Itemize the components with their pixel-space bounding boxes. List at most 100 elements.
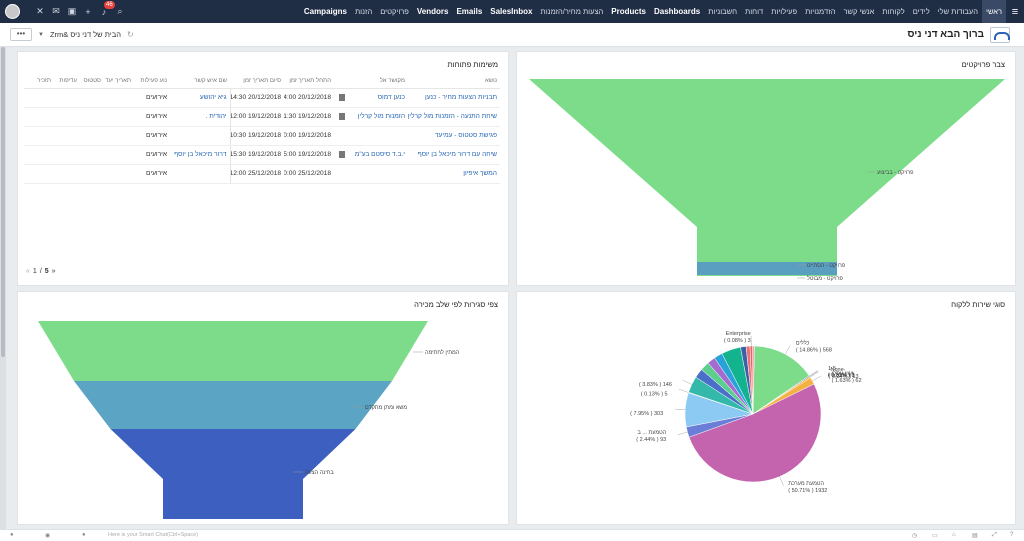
bell-icon[interactable]: ⌂ (952, 532, 956, 538)
nav-tab[interactable]: ראשי (982, 0, 1006, 23)
funnel-label: פרויקט - בביצוע (877, 170, 914, 176)
channels-icon[interactable]: ◉ (45, 533, 51, 539)
cell-subject[interactable]: המשך איפיון (408, 164, 500, 184)
pie-value-label: ( 0.03% ) 1 (828, 373, 855, 379)
column-header[interactable]: תאריך יעד (104, 74, 134, 89)
nav-tab[interactable]: Products (611, 7, 646, 16)
more-button[interactable]: ••• (10, 28, 32, 41)
nav-tab[interactable]: הזדמנויות (805, 7, 836, 16)
scrollbar-thumb[interactable] (1, 47, 5, 357)
cell-subject[interactable]: שיחה עם דרור מיכאל בן יוסף (408, 145, 500, 165)
column-header[interactable]: סיום תאריך זמן (230, 74, 284, 89)
cell-contact[interactable] (170, 126, 231, 146)
bell-icon[interactable]: ♪ 46 (101, 0, 115, 17)
pie-label: יעוץ עסקי (832, 371, 854, 377)
nav-tab[interactable]: Dashboards (653, 7, 701, 16)
funnel-segment-2-neck[interactable] (163, 479, 303, 519)
tools-icon[interactable]: ✕ (36, 6, 44, 16)
cell-contact[interactable] (170, 164, 231, 184)
nav-tab[interactable]: חשבוניות (708, 7, 738, 16)
column-header[interactable]: סטטוס (80, 74, 104, 89)
chevron-down-icon[interactable]: ▼ (38, 31, 44, 38)
cell-related[interactable] (348, 164, 408, 184)
pie-slice[interactable] (752, 345, 810, 415)
expand-icon[interactable]: ⤢ (992, 532, 997, 538)
nav-tab[interactable]: פעילויות (771, 7, 798, 16)
table-row[interactable]: שיחת התנעה - הזמנות מול קרלין הזמנות מול … (24, 107, 500, 127)
funnel-segment-0[interactable] (38, 321, 428, 381)
help-icon[interactable]: ? (1010, 532, 1014, 538)
nav-tab[interactable]: Campaigns (303, 7, 347, 16)
column-header[interactable] (334, 74, 348, 89)
funnel-segment-2[interactable] (697, 275, 837, 276)
box-icon[interactable]: ▭ (932, 533, 938, 539)
column-header[interactable]: שם איש קשר (170, 74, 230, 89)
document-icon[interactable] (339, 150, 345, 158)
table-row[interactable]: פגישת סטטוס - עמיעד 19/12/2018 10:0019/12… (24, 126, 500, 146)
nav-tab[interactable]: Emails (456, 7, 483, 16)
add-icon[interactable]: + (85, 6, 91, 17)
scrollbar[interactable] (0, 47, 6, 529)
funnel-segment-1[interactable] (74, 381, 392, 429)
cell-contact[interactable]: יהודית . (170, 107, 231, 127)
pie-label-line (809, 370, 819, 377)
search-icon[interactable]: ⌕ (117, 6, 123, 16)
column-header[interactable]: מקושר אל (348, 74, 408, 89)
dashboard-selector[interactable]: ↻ הבית של דני ניס &Zrm ▼ (38, 30, 134, 39)
cell-contact[interactable]: דרור מיכאל בן יוסף (170, 145, 231, 165)
cell-type: אירועים (134, 145, 170, 165)
cell-related[interactable]: י.ב.ד סיסטם בע"מ (348, 145, 408, 165)
nav-tab[interactable]: פרויקטים (380, 7, 409, 16)
nav-tab[interactable]: הזנות (354, 7, 373, 16)
column-header[interactable]: נוע פעילות (134, 74, 170, 89)
nav-tab[interactable]: Vendors (416, 7, 449, 16)
document-icon[interactable] (339, 93, 345, 101)
cell-empty (104, 126, 134, 146)
nav-tab[interactable]: לקוחות (882, 7, 905, 16)
pie-value-label: ( 0.08% ) 3 (724, 338, 751, 344)
table-row[interactable]: תבניות הצעות מחיר - כנען כנען דמוס 20/12/2… (24, 88, 500, 108)
document-icon[interactable] (339, 112, 345, 120)
note-icon[interactable]: ▤ (972, 533, 978, 539)
smart-chat-input[interactable]: Here is your Smart Chat(Ctrl+Space) (108, 532, 199, 538)
clock-icon[interactable]: ◷ (912, 533, 918, 539)
pie-label-line (675, 408, 686, 410)
nav-tab[interactable]: דוחות (745, 7, 764, 16)
cell-subject[interactable]: תבניות הצעות מחיר - כנען (408, 88, 500, 108)
cell-related[interactable]: הזמנות מול קרלין (348, 107, 408, 127)
column-header[interactable]: נושא (408, 74, 500, 89)
funnel-segment-0-neck[interactable] (697, 227, 837, 262)
menu-icon[interactable]: ≡ (1011, 5, 1019, 18)
pie-slice[interactable] (752, 345, 755, 415)
calendar-icon[interactable]: ▣ (67, 6, 77, 16)
table-row[interactable]: שיחה עם דרור מיכאל בן יוסף י.ב.ד סיסטם בע… (24, 145, 500, 165)
page-header: ברוך הבא דני ניס ••• ↻ הבית של דני ניס &… (0, 23, 1024, 47)
funnel-segment-2[interactable] (110, 429, 356, 479)
avatar[interactable] (5, 4, 20, 19)
cell-related[interactable]: כנען דמוס (348, 88, 408, 108)
pager-next-icon[interactable]: » (51, 268, 56, 275)
pie-slice[interactable] (688, 383, 822, 483)
nav-tab[interactable]: אנשי קשר (843, 7, 875, 16)
pie-value-label: ( 3.83% ) 146 (639, 382, 672, 388)
cell-contact[interactable]: גיא יהושע (170, 88, 231, 108)
cell-subject[interactable]: שיחת התנעה - הזמנות מול קרלין (408, 107, 500, 127)
column-header[interactable]: התחל תאריך זמן (284, 74, 334, 89)
cell-subject[interactable]: פגישת סטטוס - עמיעד (408, 126, 500, 146)
refresh-icon[interactable]: ↻ (126, 30, 134, 39)
column-header[interactable]: עדיפות (54, 74, 80, 89)
nav-tab[interactable]: העבודות שלי (937, 7, 978, 16)
column-header[interactable]: תזכיר (24, 74, 54, 89)
funnel-segment-0[interactable] (529, 79, 1005, 227)
nav-tab[interactable]: SalesInbox (490, 7, 533, 16)
mail-icon[interactable]: ✉ (52, 6, 60, 16)
cell-related[interactable] (348, 126, 408, 146)
chat-icon[interactable]: ● (10, 532, 14, 538)
nav-tab[interactable]: לידים (912, 7, 930, 16)
pie-value-label: ( 7.95% ) 303 (630, 411, 663, 417)
cell-empty (24, 107, 54, 127)
contacts-icon[interactable]: ● (82, 532, 86, 538)
nav-tab[interactable]: הצעות מחיר/הזמנות (540, 7, 604, 16)
pager-prev-icon[interactable]: « (26, 268, 30, 275)
